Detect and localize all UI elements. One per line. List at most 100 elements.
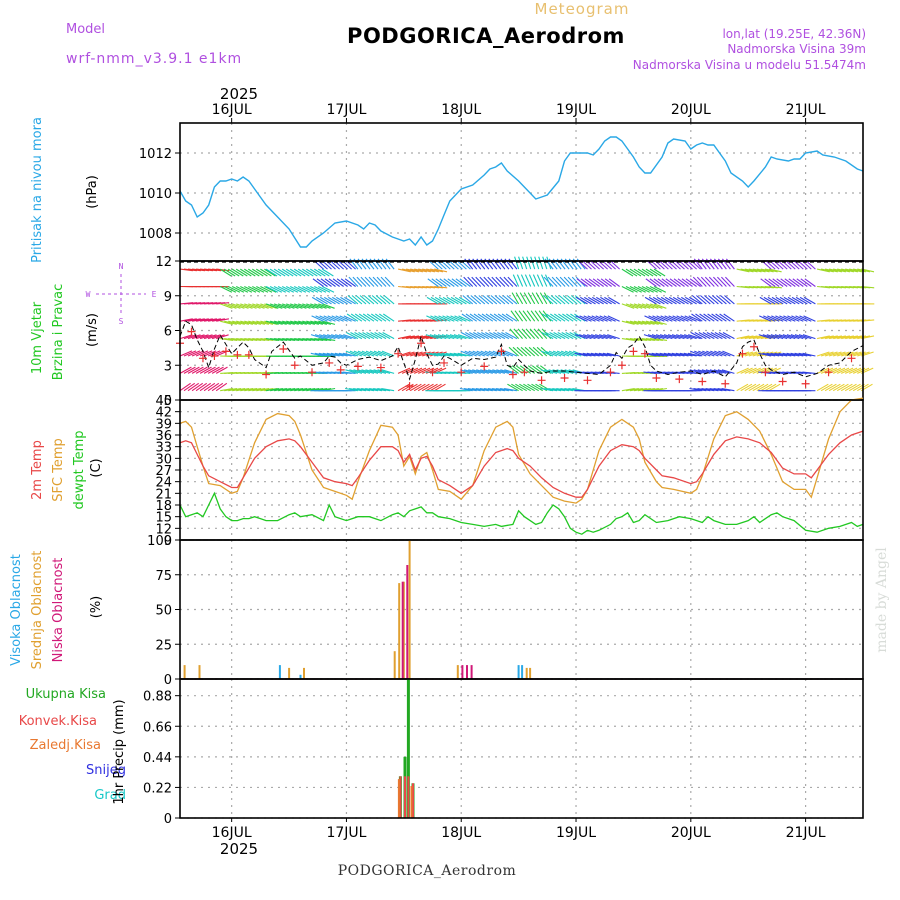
wind-arrow (344, 278, 356, 287)
wind-arrow (667, 334, 681, 340)
wind-arrow (231, 286, 245, 293)
y-tick-label: 0 (164, 394, 172, 409)
wind-arrow (793, 259, 804, 270)
wind-arrow (759, 315, 772, 322)
wind-arrow (397, 335, 411, 340)
wind-arrow (544, 387, 558, 392)
wind-arrow (269, 286, 283, 293)
wind-arrow (604, 278, 616, 287)
wind-arrow (511, 383, 523, 392)
wind-arrow (770, 352, 784, 357)
wind-arrow (756, 268, 770, 273)
y-tick-label: 1010 (139, 187, 172, 202)
wind-arrow (712, 295, 723, 305)
wind-arrow (744, 383, 757, 392)
wind-arrow (794, 352, 808, 357)
temp-2m-line (179, 430, 864, 498)
wind-arrow (645, 268, 658, 277)
wind-arrow (837, 268, 851, 273)
wind-arrow (294, 303, 307, 309)
y-tick-label: 45 (155, 394, 172, 409)
wind-arrow (191, 334, 205, 340)
wind-arrow (647, 352, 661, 357)
pressure-label: Pritisak na nivou mora (30, 117, 45, 263)
wind-arrow (503, 276, 514, 287)
gust-marker (417, 339, 426, 348)
mid-cloud-bar (402, 581, 405, 679)
wind-arrow (430, 268, 444, 273)
wind-arrow (342, 352, 356, 357)
wind-arrow (588, 296, 600, 305)
wind-arrow (721, 276, 731, 287)
wind-arrow (552, 387, 566, 392)
wind-arrow (561, 332, 574, 340)
wind-arrow (656, 296, 669, 305)
wind-arrow (841, 268, 855, 273)
wind-arrow (591, 315, 604, 322)
wind-arrow (760, 268, 774, 273)
wind-arrow (281, 286, 295, 293)
wind-arrow (228, 320, 241, 325)
wind-arrow (471, 387, 485, 392)
gust-marker (394, 349, 403, 358)
wind-arrow (539, 292, 548, 305)
wind-arrow (318, 286, 331, 293)
wind-arrow (544, 274, 552, 287)
wind-arrow (681, 296, 693, 305)
wind-arrow (457, 334, 471, 340)
y-tick-label: 100 (147, 534, 172, 549)
wind-arrow (232, 338, 246, 341)
wind-arrow (310, 338, 324, 341)
gust-marker (847, 354, 856, 363)
wind-arrow (508, 346, 519, 357)
wind-arrow (463, 387, 477, 392)
wind-arrow (435, 278, 447, 287)
wind-arrow (833, 268, 847, 273)
wind-arrow (509, 328, 520, 339)
wind-arrow (264, 303, 277, 309)
wind-arrow (285, 268, 298, 277)
wind-arrow (691, 295, 703, 305)
wind-arrow (748, 351, 762, 357)
wind-arrow (269, 303, 283, 309)
wind-arrow (483, 387, 497, 392)
wind-arrow (459, 278, 471, 287)
wind-arrow (791, 315, 804, 322)
wind-arrow (587, 315, 600, 322)
wind-arrow (339, 315, 352, 322)
wind-arrow (790, 334, 804, 340)
wind-arrow (374, 332, 387, 340)
wind-arrow (824, 383, 837, 392)
wind-arrow (644, 315, 657, 322)
wind-arrows (179, 256, 875, 392)
wind-arrow (649, 320, 663, 325)
wind-arrow (330, 352, 344, 357)
wind-arrow (532, 346, 544, 357)
wind-arrow (849, 335, 863, 340)
wind-arrow (314, 268, 326, 277)
wind-arrow (519, 292, 528, 305)
wind-arrow (438, 296, 451, 305)
wind-arrow (228, 338, 242, 341)
wind-arrow (211, 382, 224, 392)
wind-arrow (240, 268, 252, 277)
wind-arrow (545, 313, 558, 322)
wind-arrow (511, 292, 520, 305)
wind-arrow (310, 286, 323, 293)
wind-arrow (782, 334, 796, 340)
wind-arrow (311, 296, 324, 305)
wind-arrow (776, 278, 788, 287)
wind-arrow (756, 383, 769, 392)
wind-arrow (179, 318, 193, 322)
wind-arrow (752, 351, 766, 357)
wind-arrow (519, 365, 532, 374)
wind-arrow (530, 310, 540, 322)
wind-arrow (475, 276, 486, 287)
precip-panel: 0 0.22 0.44 0.66 0.88 (143, 678, 864, 827)
wind-arrow (425, 334, 439, 340)
mid-cloud-bar (303, 667, 305, 679)
wind-arrow (195, 366, 208, 374)
wind-arrow (514, 310, 524, 322)
wind-arrow (657, 278, 669, 287)
